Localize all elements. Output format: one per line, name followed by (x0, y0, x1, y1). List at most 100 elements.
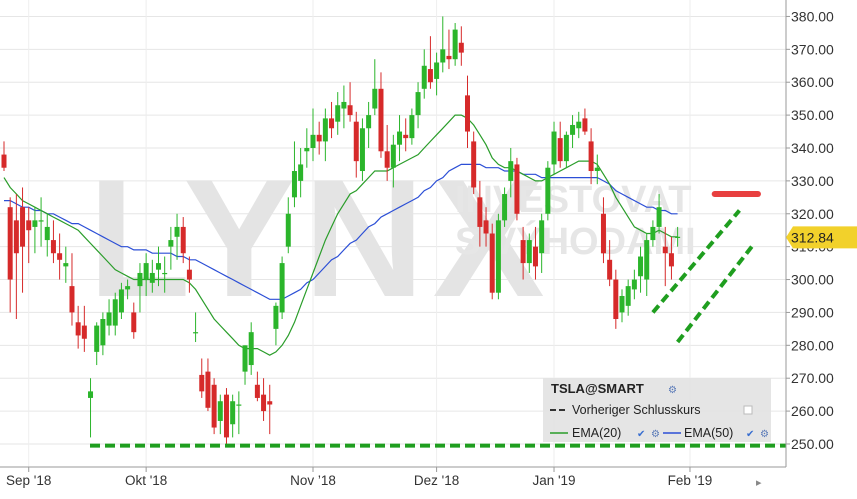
candle-body (446, 55, 452, 60)
y-tick-label: 330.00 (791, 173, 834, 189)
candle-body (180, 226, 186, 254)
candle-body (563, 134, 569, 162)
candle-body (409, 115, 415, 139)
x-tick-label: Jan '19 (532, 473, 575, 488)
channel-upper-line (651, 209, 741, 314)
x-tick-label: Feb '19 (668, 473, 713, 488)
candle-body (248, 332, 254, 366)
candle-body (230, 401, 236, 425)
candle-body (7, 207, 13, 280)
y-tick-label: 340.00 (791, 140, 834, 156)
candle-body (532, 246, 538, 267)
candle-body (88, 391, 94, 398)
candle-body (600, 213, 606, 254)
x-tick-label: Sep '18 (6, 473, 51, 488)
legend-ema20-check-icon[interactable]: ✔ (637, 429, 645, 440)
candle-body (273, 305, 279, 329)
candle-body (143, 263, 149, 280)
candle-body (403, 134, 409, 139)
legend-background (543, 378, 771, 442)
last-price-badge-shape (786, 226, 857, 249)
candle-body (588, 141, 594, 172)
candle-body (489, 233, 495, 293)
candle-body (594, 167, 600, 172)
ema50-line (4, 163, 678, 300)
candle-body (353, 121, 359, 162)
y-tick-label: 260.00 (791, 403, 834, 419)
x-axis: Sep '18 Okt '18 Nov ’18 Dez '18 Jan '19 Feb '… (6, 467, 712, 488)
candle-body (465, 95, 470, 132)
candle-body (242, 345, 248, 372)
candle-body (656, 207, 662, 227)
candle-body (471, 141, 477, 188)
candle-body (329, 118, 335, 129)
channel-lower-line (676, 245, 754, 344)
scroll-right-icon[interactable]: ▸ (756, 477, 762, 489)
candle-body (1, 154, 7, 168)
legend-ema20-label: EMA(20) (572, 426, 621, 440)
last-price-badge: 312.84 (786, 226, 857, 249)
candle-body (421, 65, 427, 89)
y-tick-label: 290.00 (791, 304, 834, 320)
legend-prev-close-checkbox[interactable] (743, 405, 753, 415)
candle-body (638, 256, 644, 277)
candle-body (50, 240, 56, 254)
y-tick-label: 250.00 (791, 436, 834, 452)
candle-body (57, 253, 63, 260)
candle-body (347, 105, 353, 116)
candle-body (131, 312, 137, 333)
legend-ema20-settings-icon[interactable]: ⚙ (651, 429, 660, 440)
candle-body (477, 197, 483, 227)
candle-body (582, 118, 588, 132)
candle-body (526, 240, 532, 264)
candle-body (502, 194, 508, 221)
candle-body (26, 220, 32, 231)
legend-symbol-settings-icon[interactable]: ⚙ (668, 385, 677, 396)
candle-body (359, 128, 365, 172)
candle-body (483, 220, 489, 234)
candle-body (316, 134, 322, 142)
ema20-line (3, 114, 678, 356)
candle-body (38, 220, 44, 222)
candle-body (125, 286, 131, 290)
candle-body (63, 263, 69, 267)
candle-body (100, 319, 106, 346)
y-tick-label: 280.00 (791, 337, 834, 353)
candle-body (106, 312, 112, 326)
candle-body (291, 171, 297, 198)
candle-body (217, 401, 223, 421)
candle-body (378, 88, 384, 152)
legend-ema50-check-icon[interactable]: ✔ (746, 429, 754, 440)
candle-body (675, 236, 681, 238)
candle-body (223, 394, 229, 438)
candle-body (20, 207, 26, 247)
candle-body (186, 269, 192, 280)
candle-body (94, 325, 100, 352)
x-tick-label: Nov ’18 (290, 473, 336, 488)
candle-body (458, 42, 464, 53)
legend-prev-close-label: Vorheriger Schlusskurs (572, 403, 701, 417)
candle-body (415, 92, 421, 116)
legend-ema50-label: EMA(50) (684, 426, 733, 440)
candle-body (199, 374, 205, 392)
candle-body (81, 325, 87, 339)
candle-body (211, 384, 217, 428)
candle-body (427, 69, 433, 83)
candle-body (551, 131, 557, 165)
candle-body (384, 151, 390, 168)
candles (1, 16, 681, 448)
ema-lines (3, 114, 678, 356)
legend-ema50-settings-icon[interactable]: ⚙ (760, 429, 769, 440)
candle-body (576, 121, 582, 129)
candle-body (112, 299, 118, 326)
candle-body (304, 147, 310, 152)
candle-body (434, 62, 440, 79)
y-tick-label: 270.00 (791, 370, 834, 386)
candle-body (625, 286, 631, 306)
candle-body (545, 167, 551, 214)
y-tick-label: 360.00 (791, 74, 834, 90)
candle-body (650, 226, 656, 241)
watermark-line2: S VÝHODAMI (455, 219, 696, 263)
